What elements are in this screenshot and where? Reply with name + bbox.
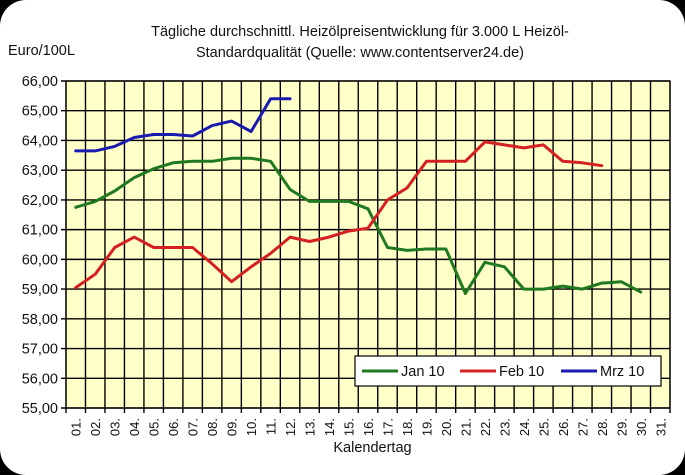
x-tick-label: 03. [108, 418, 123, 436]
x-tick-label: 08. [205, 418, 220, 436]
y-tick-label: 55,00 [22, 401, 58, 417]
y-axis-label: Euro/100L [8, 43, 75, 59]
y-tick-label: 63,00 [22, 163, 58, 179]
y-tick-label: 65,00 [22, 104, 58, 120]
series-line-mrz-10 [74, 97, 292, 153]
x-tick-label: 02. [88, 418, 103, 436]
x-tick-label: 24. [517, 418, 532, 436]
x-tick-label: 16. [361, 418, 376, 436]
x-tick-label: 31. [653, 418, 668, 436]
legend-label: Jan 10 [401, 364, 445, 380]
series-line-feb-10 [74, 140, 604, 290]
x-tick-label: 10. [244, 418, 259, 436]
x-tick-label: 19. [419, 418, 434, 436]
x-tick-label: 23. [497, 418, 512, 436]
chart-title-line-2: Standardqualität (Quelle: www.contentser… [195, 45, 525, 61]
x-tick-label: 27. [575, 418, 590, 436]
x-tick-label: 15. [342, 418, 357, 436]
legend: Jan 10 Feb 10 Mrz 10 [354, 355, 662, 387]
x-tick-label: 11. [264, 418, 279, 435]
x-tick-label: 25. [536, 418, 551, 436]
series-line-jan-10 [74, 156, 643, 295]
x-tick-label: 22. [478, 418, 493, 436]
y-tick-label: 56,00 [22, 371, 58, 387]
x-tick-label: 05. [147, 418, 162, 436]
x-tick-label: 18. [400, 418, 415, 436]
y-tick-label: 64,00 [22, 133, 58, 149]
x-axis-label: Kalendertag [333, 440, 412, 456]
x-tick-label: 17. [380, 418, 395, 436]
x-tick-label: 07. [186, 418, 201, 436]
x-tick-label: 26. [556, 418, 571, 436]
x-tick-label: 06. [166, 418, 181, 436]
x-tick-label: 13. [303, 418, 318, 436]
series-lines [74, 97, 643, 295]
x-tick-label: 01. [69, 418, 84, 436]
y-tick-label: 59,00 [22, 282, 58, 298]
x-tick-label: 04. [127, 418, 142, 436]
x-tick-label: 20. [439, 418, 454, 436]
x-tick-label: 29. [614, 418, 629, 436]
y-tick-label: 66,00 [22, 74, 58, 90]
x-tick-label: 21. [458, 418, 473, 436]
y-tick-label: 58,00 [22, 312, 58, 328]
legend-label: Mrz 10 [600, 364, 644, 380]
y-axis-ticks: 55,00 56,00 57,00 58,00 59,00 60,00 61,00 62,00… [22, 74, 58, 417]
chart-title: Tägliche durchschnittl. Heizölpreisentwi… [80, 22, 640, 64]
y-tick-label: 62,00 [22, 193, 58, 209]
legend-box [354, 355, 662, 387]
chart-title-line-1: Tägliche durchschnittl. Heizölpreisentwi… [151, 24, 569, 40]
y-tick-label: 61,00 [22, 223, 58, 239]
x-tick-label: 14. [322, 418, 337, 436]
x-tick-label: 09. [225, 418, 240, 436]
legend-label: Feb 10 [499, 364, 544, 380]
y-tick-label: 60,00 [22, 252, 58, 268]
x-tick-label: 28. [595, 418, 610, 436]
x-tick-label: 30. [634, 418, 649, 436]
x-axis-ticks: 01. 02. 03. 04. 05. 06. 07. 08. 09. 10. 11. 12. 13. 1… [69, 418, 669, 436]
x-tick-label: 12. [283, 418, 298, 436]
y-tick-label: 57,00 [22, 342, 58, 358]
